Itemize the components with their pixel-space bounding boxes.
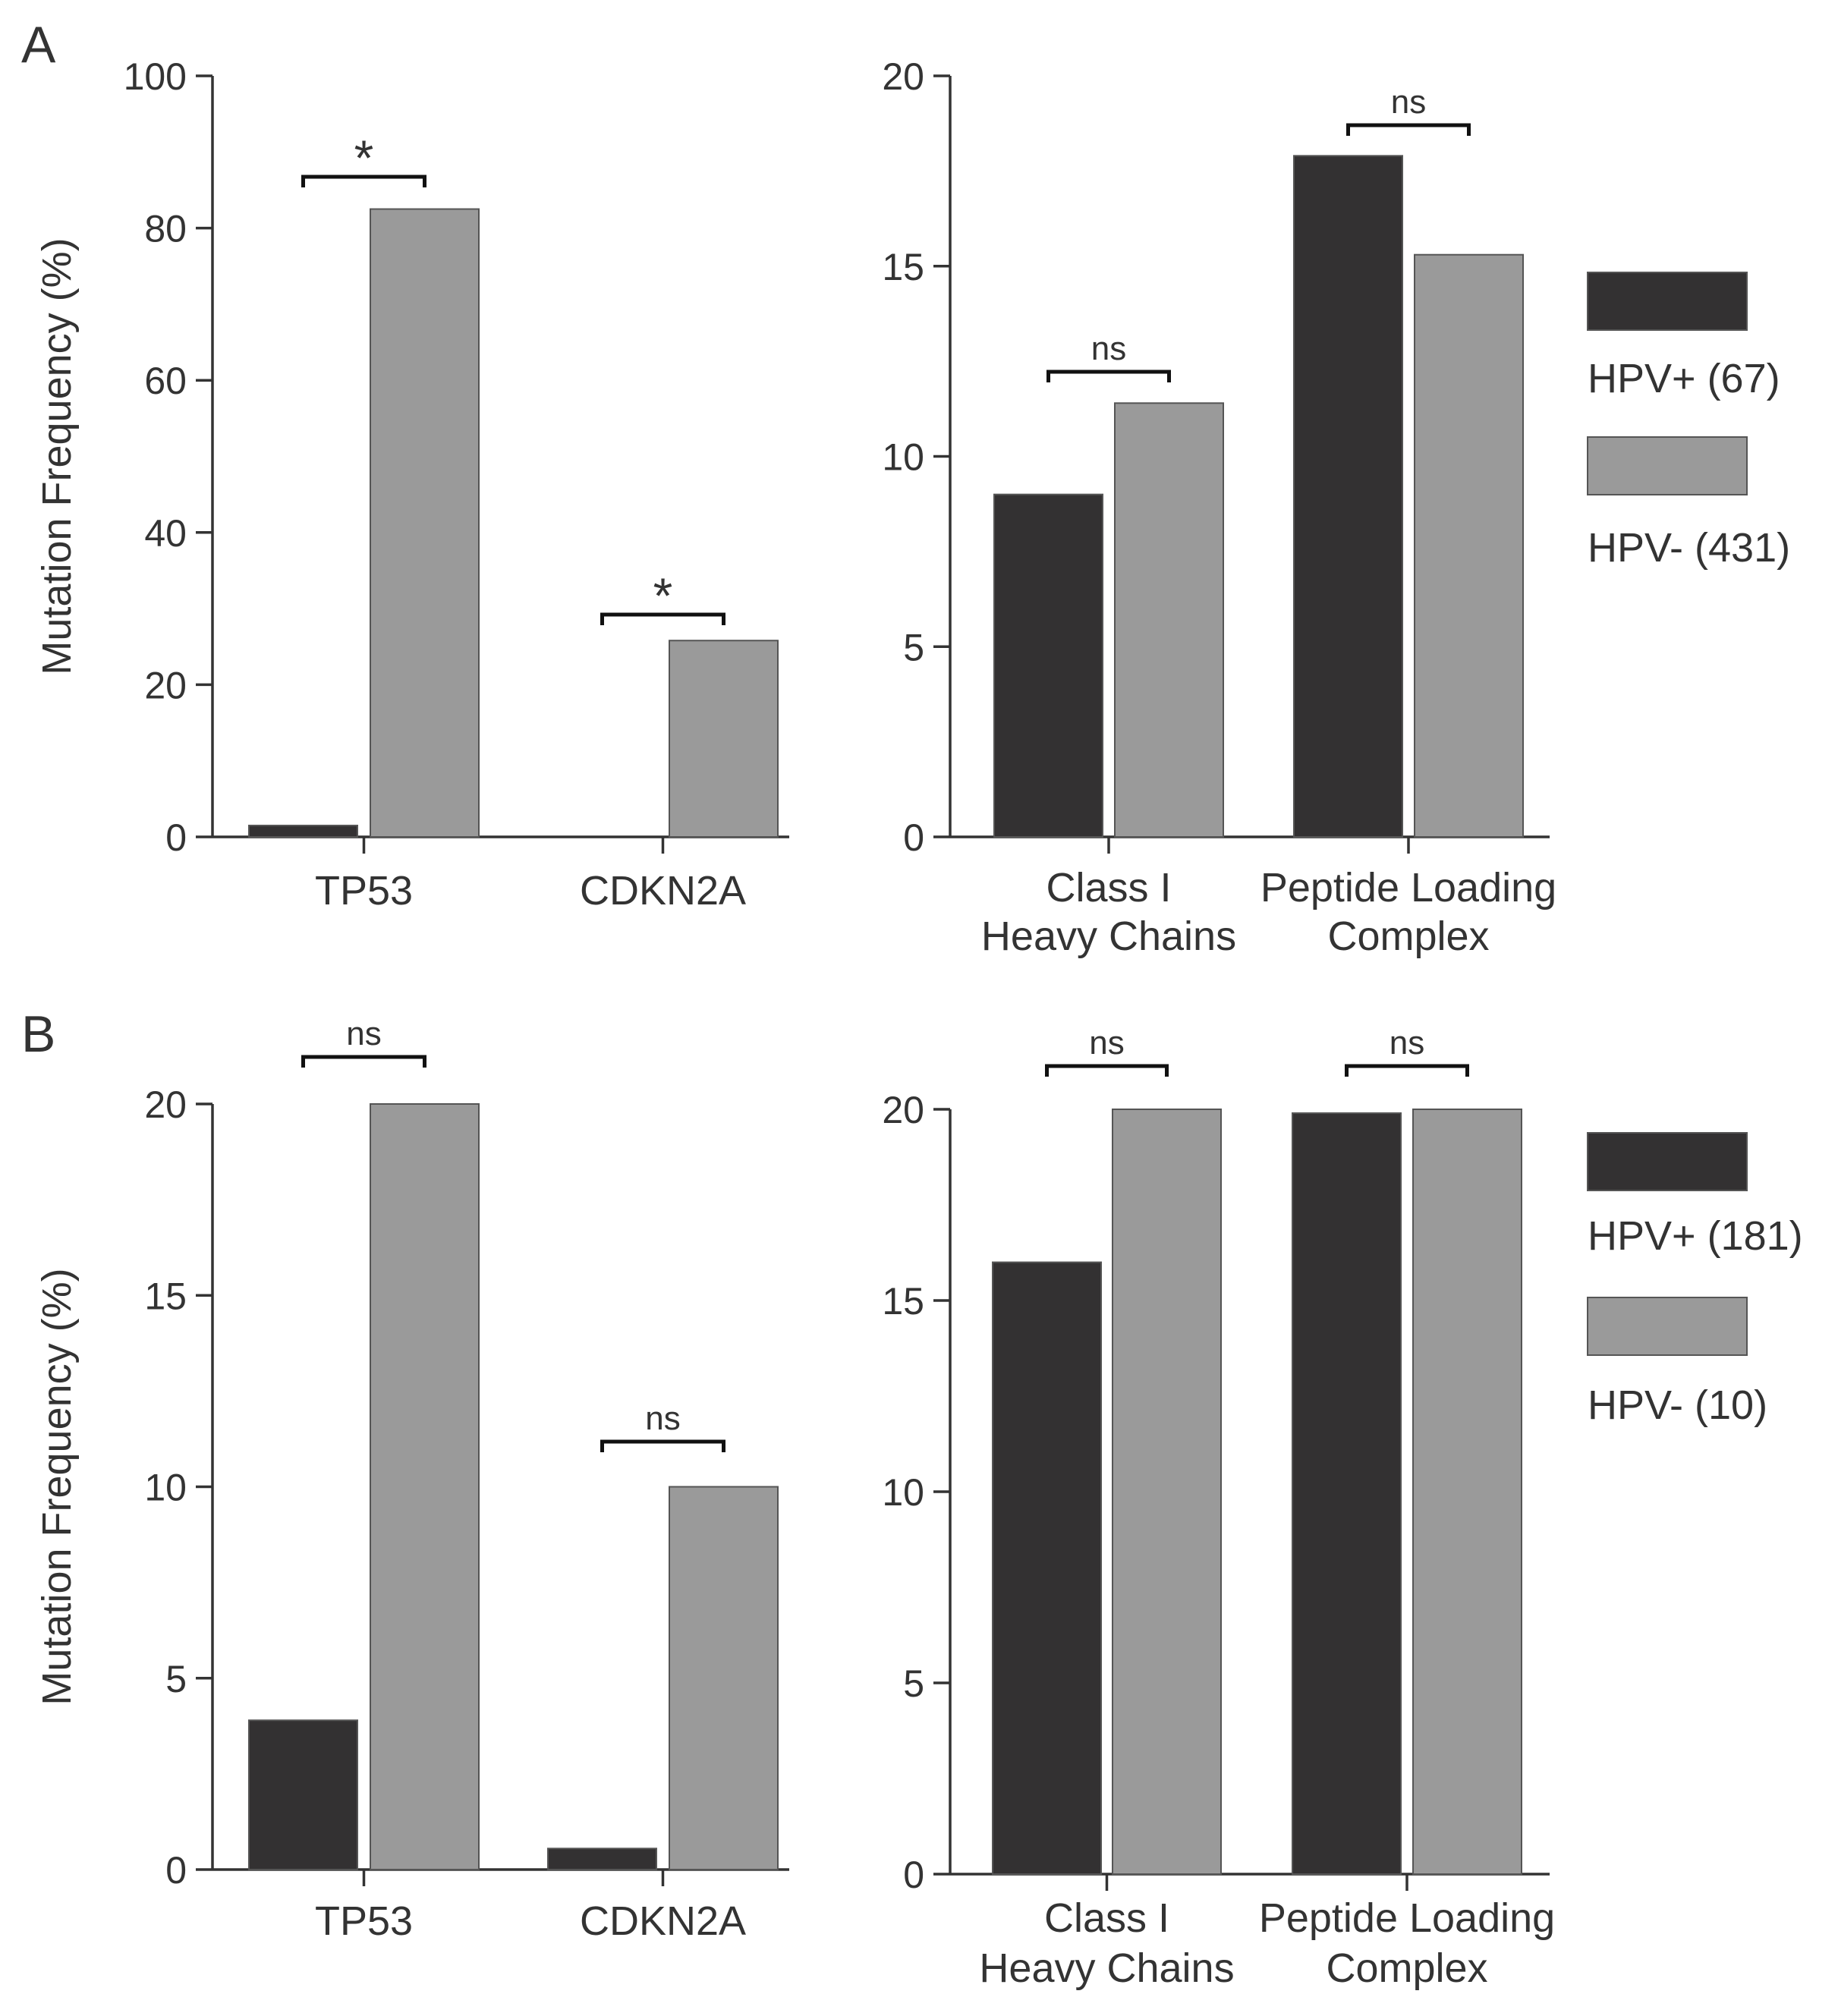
legend-swatch-hpv-pos — [1587, 272, 1748, 331]
y-tick-label: 20 — [882, 55, 924, 98]
significance-label: ns — [1089, 1024, 1124, 1061]
bar-hpv-pos — [992, 1261, 1102, 1875]
significance-label: * — [354, 130, 374, 186]
bar-hpv-neg — [669, 1486, 779, 1870]
y-axis-label: Mutation Frequency (%) — [34, 237, 80, 675]
bar-hpv-pos — [547, 1848, 657, 1870]
category-label: CDKN2A — [580, 1898, 746, 1944]
legend-label-hpv-pos: HPV+ (67) — [1588, 356, 1780, 401]
bar-hpv-pos — [993, 493, 1103, 838]
category-label: Peptide Loading — [1259, 1895, 1555, 1941]
significance-label: ns — [645, 1400, 680, 1437]
chart-a-left: 0 20 40 60 80 100 Mutation Frequency (%) TP53 * C… — [34, 55, 789, 914]
significance-bracket — [600, 612, 725, 625]
bar-hpv-neg — [669, 640, 779, 838]
significance-label: * — [653, 568, 673, 624]
y-tick-label: 5 — [903, 1662, 924, 1705]
y-tick-label: 0 — [903, 1854, 924, 1896]
y-tick-label: 15 — [882, 1280, 924, 1323]
category-label: Class I — [1046, 865, 1171, 911]
significance-label: ns — [346, 1015, 381, 1052]
significance-label: ns — [1391, 83, 1426, 121]
bar-hpv-neg — [1412, 1109, 1522, 1875]
category-label: Heavy Chains — [981, 914, 1236, 959]
category-label: Class I — [1044, 1895, 1169, 1941]
category-label: TP53 — [315, 1898, 413, 1944]
y-tick-label: 20 — [882, 1089, 924, 1131]
legend-label-hpv-neg: HPV- (10) — [1588, 1382, 1767, 1428]
bar-hpv-neg — [370, 208, 480, 838]
chart-b-left: 0 5 10 15 20 Mutation Frequency (%) TP53 ns CDKN… — [34, 1015, 789, 1944]
significance-label: ns — [1390, 1024, 1424, 1061]
y-tick-label: 100 — [124, 55, 187, 98]
bar-hpv-neg — [1414, 253, 1524, 838]
significance-bracket — [600, 1439, 725, 1452]
category-label: Complex — [1327, 914, 1489, 959]
panel-label-a: A — [21, 16, 56, 74]
y-tick-label: 20 — [144, 664, 187, 706]
category-label: TP53 — [315, 868, 413, 914]
significance-bracket — [301, 175, 426, 187]
y-tick-label: 15 — [144, 1275, 187, 1317]
legend-swatch-hpv-neg — [1587, 436, 1748, 495]
bar-hpv-neg — [370, 1103, 480, 1870]
legend-swatch-hpv-neg — [1587, 1297, 1748, 1356]
bar-hpv-pos — [248, 1719, 358, 1871]
y-tick-label: 5 — [903, 626, 924, 668]
y-axis-label: Mutation Frequency (%) — [34, 1268, 80, 1705]
y-tick-label: 40 — [144, 512, 187, 555]
legend-swatch-hpv-pos — [1587, 1132, 1748, 1191]
significance-bracket — [1046, 370, 1171, 382]
y-tick-label: 0 — [165, 1849, 187, 1892]
bar-hpv-neg — [1114, 402, 1224, 838]
y-tick-label: 20 — [144, 1083, 187, 1126]
y-tick-label: 80 — [144, 208, 187, 250]
y-tick-label: 15 — [882, 246, 924, 288]
panel-label-b: B — [21, 1005, 55, 1063]
bar-hpv-pos — [1293, 155, 1403, 838]
y-tick-label: 0 — [903, 816, 924, 859]
significance-bracket — [1045, 1064, 1169, 1077]
legend-label-hpv-neg: HPV- (431) — [1588, 525, 1790, 571]
y-tick-label: 10 — [882, 1471, 924, 1514]
category-label: Heavy Chains — [979, 1945, 1234, 1991]
legend-label-hpv-pos: HPV+ (181) — [1588, 1213, 1803, 1259]
significance-bracket — [301, 1055, 426, 1068]
y-tick-label: 10 — [882, 436, 924, 479]
bar-hpv-pos — [1292, 1112, 1402, 1876]
significance-bracket — [1345, 1064, 1469, 1077]
y-tick-label: 0 — [165, 816, 187, 859]
category-label: Complex — [1326, 1945, 1487, 1991]
y-tick-label: 5 — [165, 1658, 187, 1700]
category-label: Peptide Loading — [1260, 865, 1556, 911]
category-label: CDKN2A — [580, 868, 746, 914]
y-tick-label: 60 — [144, 360, 187, 402]
bar-hpv-pos — [248, 824, 358, 838]
y-tick-label: 10 — [144, 1467, 187, 1509]
significance-label: ns — [1091, 330, 1126, 367]
bar-hpv-neg — [1112, 1109, 1222, 1875]
significance-bracket — [1346, 123, 1471, 136]
